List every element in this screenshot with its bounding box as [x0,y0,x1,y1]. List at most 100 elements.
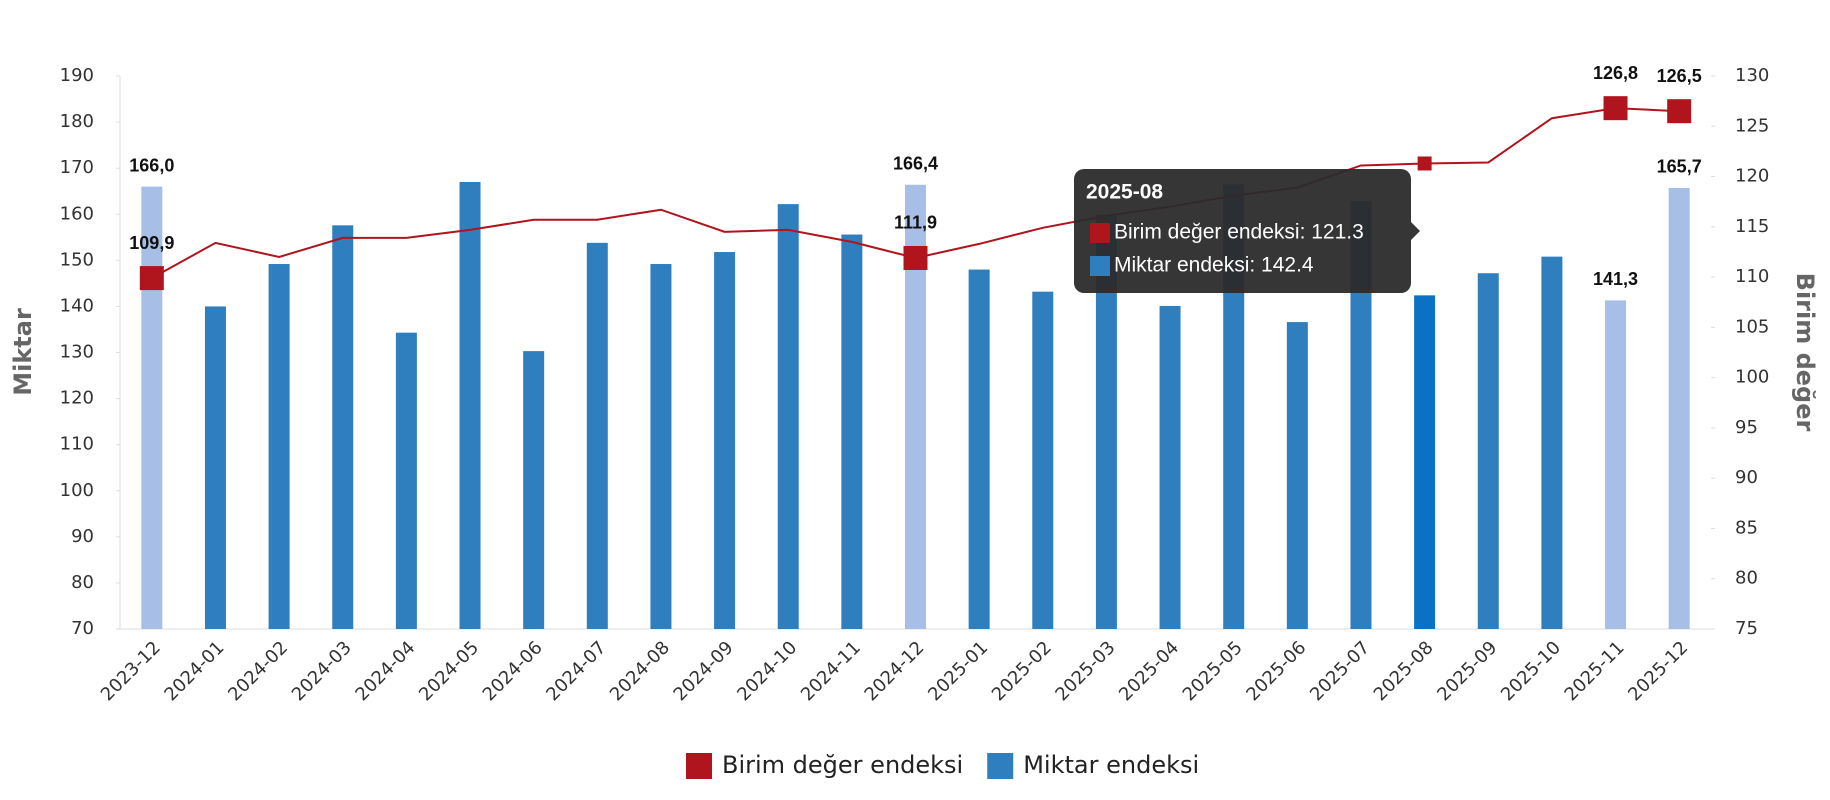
bar [1350,200,1372,629]
bar-value-label: 166,0 [129,155,174,175]
line-value-label: 111,9 [894,213,937,233]
legend-label: Miktar endeksi [1023,751,1199,779]
x-tick-label: 2024-08 [606,637,674,705]
x-tick-label: 2024-10 [733,637,801,705]
tooltip-title: 2025-08 [1086,181,1163,204]
x-tick-label: 2025-04 [1115,637,1183,705]
y2-tick-label: 95 [1735,417,1758,438]
bar [1414,295,1436,629]
y-tick-label: 150 [60,249,94,270]
x-tick-label: 2025-12 [1624,637,1692,705]
tooltip: 2025-08 Birim değer endeksi: 121.3 Miktar … [1074,169,1420,293]
x-tick-label: 2024-01 [160,637,228,705]
bar [1477,273,1499,629]
legend-swatch [686,753,712,779]
bar [1095,214,1117,630]
tooltip-line: Miktar endeksi: 142.4 [1114,254,1314,277]
y2-tick-label: 120 [1735,166,1769,187]
bar [1032,291,1054,629]
y-tick-label: 180 [60,111,94,132]
y2-tick-label: 85 [1735,517,1758,538]
x-tick-label: 2025-07 [1306,637,1374,705]
y2-tick-label: 105 [1735,316,1769,337]
x-tick-label: 2024-06 [479,637,547,705]
bar [650,264,672,629]
y2-tick-label: 90 [1735,467,1758,488]
tooltip-line: Birim değer endeksi: 121.3 [1114,221,1364,244]
bar [1668,187,1690,630]
hover-marker [1417,156,1432,171]
y-axis-title: Miktar [9,308,37,396]
y-tick-label: 160 [60,203,94,224]
bar [1541,256,1563,629]
bar [459,181,481,629]
bar-value-label: 141,3 [1593,269,1638,289]
y2-tick-label: 130 [1735,65,1769,86]
line-marker [1603,96,1628,121]
x-tick-label: 2025-05 [1179,637,1247,705]
x-tick-label: 2025-01 [924,637,992,705]
bar [204,306,226,629]
y2-tick-label: 125 [1735,115,1769,136]
y-tick-label: 110 [60,434,94,455]
y-tick-label: 130 [60,342,94,363]
y-tick-label: 70 [71,618,94,639]
tooltip-swatch [1090,256,1110,276]
y-tick-label: 80 [71,572,94,593]
x-tick-label: 2024-05 [415,637,483,705]
x-tick-label: 2024-04 [351,637,419,705]
x-tick-label: 2024-02 [224,637,292,705]
bar-value-label: 165,7 [1657,157,1702,177]
line-marker [139,266,164,291]
y2-tick-label: 100 [1735,367,1769,388]
y2-tick-label: 80 [1735,568,1758,589]
line-marker [903,245,928,270]
y-tick-label: 170 [60,157,94,178]
bar [332,225,354,629]
bar [968,269,990,629]
x-tick-label: 2024-07 [542,637,610,705]
x-tick-label: 2025-02 [988,637,1056,705]
x-tick-label: 2025-10 [1497,637,1565,705]
bar [841,234,863,629]
bar [523,351,545,629]
y2-tick-label: 110 [1735,266,1769,287]
x-tick-label: 2025-03 [1051,637,1119,705]
bar [395,332,417,629]
x-tick-label: 2025-08 [1370,637,1438,705]
x-tick-label: 2024-11 [797,637,865,705]
y-tick-label: 120 [60,388,94,409]
x-tick-label: 2024-09 [670,637,738,705]
y2-tick-label: 75 [1735,618,1758,639]
y-tick-label: 190 [60,65,94,86]
x-tick-label: 2025-09 [1433,637,1501,705]
bar [268,264,290,629]
y-tick-label: 140 [60,295,94,316]
line-value-label: 126,8 [1593,63,1638,83]
bar [586,242,608,630]
y-tick-label: 100 [60,480,94,501]
y2-tick-label: 115 [1735,216,1769,237]
x-tick-label: 2024-12 [861,637,929,705]
legend-swatch [987,753,1014,779]
bar [1159,305,1181,629]
x-tick-label: 2024-03 [288,637,356,705]
y2-axis-title: Birim değer [1791,273,1819,432]
line-value-label: 109,9 [129,233,174,253]
y-tick-label: 90 [71,526,94,547]
x-tick-label: 2025-06 [1242,637,1310,705]
bar [1605,300,1627,629]
line-marker [1667,99,1692,124]
bar [714,252,736,629]
x-tick-label: 2023-12 [97,637,165,705]
bar [141,186,163,629]
legend-label: Birim değer endeksi [722,751,963,779]
tooltip-box [1074,169,1420,293]
bar [905,184,926,630]
bar-value-label: 166,4 [893,154,938,174]
x-tick-label: 2025-11 [1561,637,1629,705]
bar [1286,322,1308,629]
bar [1223,184,1245,629]
